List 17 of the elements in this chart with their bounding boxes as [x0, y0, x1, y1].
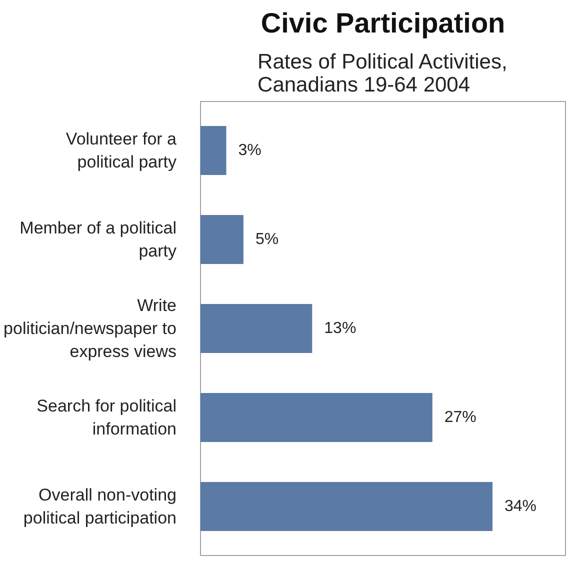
bar — [200, 215, 244, 264]
bar — [200, 304, 312, 353]
data-label: 34% — [504, 498, 537, 516]
bar — [200, 393, 432, 442]
data-label: 27% — [444, 409, 476, 426]
y-tick-label: Overall non-voting political participation — [23, 486, 177, 528]
y-tick-label: Member of a political party — [20, 218, 177, 260]
y-tick-label: Write politician/newspaper to express views — [4, 296, 177, 361]
chart-subtitle: Rates of Political Activities, Canadians 19-64 2004 — [258, 50, 508, 96]
y-tick-label: Volunteer for a political party — [66, 130, 178, 172]
bar — [200, 126, 226, 175]
bar — [200, 482, 492, 532]
data-label: 13% — [324, 320, 356, 337]
data-label: 3% — [238, 142, 262, 159]
data-label: 5% — [255, 230, 279, 248]
y-tick-label: Search for political information — [36, 396, 177, 438]
chart-title: Civic Participation — [260, 8, 506, 38]
